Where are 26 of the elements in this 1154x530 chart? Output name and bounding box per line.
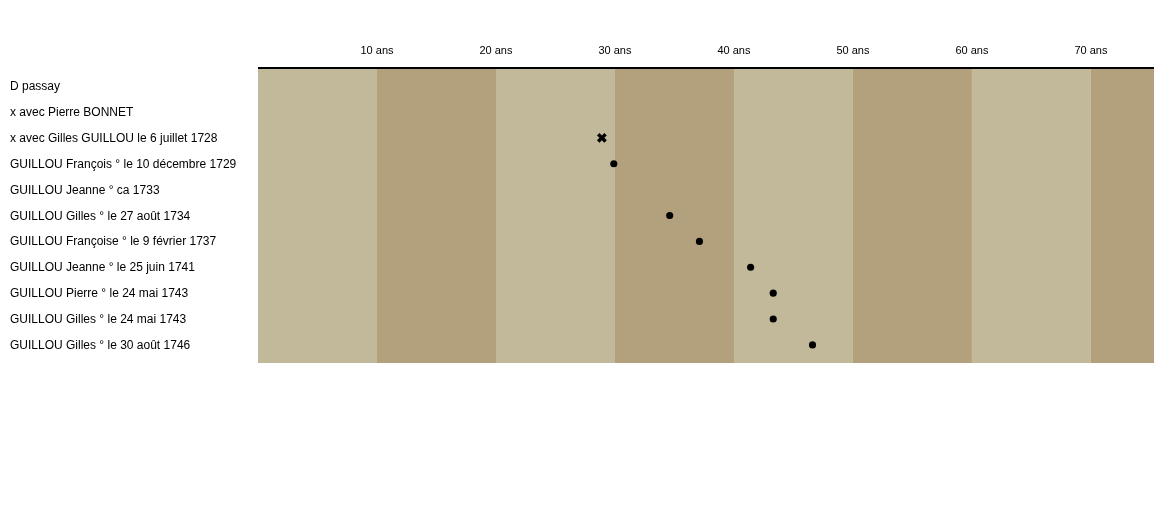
x-tick-label: 50 ans xyxy=(836,44,870,56)
x-tick-label: 20 ans xyxy=(479,44,513,56)
point xyxy=(596,132,607,143)
point xyxy=(769,289,777,297)
y-tick-label: x avec Gilles GUILLOU le 6 juillet 1728 xyxy=(10,130,218,145)
y-tick-label: x avec Pierre BONNET xyxy=(10,104,135,119)
y-tick-label: GUILLOU Gilles ° le 27 août 1734 xyxy=(10,208,191,223)
point xyxy=(695,237,704,245)
y-tick-label: GUILLOU François ° le 10 décembre 1729 xyxy=(10,156,237,171)
point xyxy=(747,263,755,271)
y-tick-label: GUILLOU Françoise ° le 9 février 1737 xyxy=(10,234,217,249)
y-tick-label: GUILLOU Gilles ° le 30 août 1746 xyxy=(10,337,191,352)
x-tick-label: 70 ans xyxy=(1074,44,1108,56)
y-tick-label: GUILLOU Jeanne ° le 25 juin 1741 xyxy=(10,260,196,275)
x-tick-label: 40 ans xyxy=(717,44,751,56)
y-tick-label: GUILLOU Pierre ° le 24 mai 1743 xyxy=(10,286,189,301)
x-tick-label: 30 ans xyxy=(598,44,632,56)
y-tick-label: GUILLOU Jeanne ° ca 1733 xyxy=(10,182,160,197)
y-tick-label: D passay xyxy=(10,79,61,94)
x-tick-label: 10 ans xyxy=(360,44,394,56)
y-tick-label: GUILLOU Gilles ° le 24 mai 1743 xyxy=(10,312,187,327)
point xyxy=(769,315,777,323)
point xyxy=(808,341,817,349)
point xyxy=(610,160,618,168)
x-tick-label: 60 ans xyxy=(955,44,989,56)
point xyxy=(666,211,674,220)
